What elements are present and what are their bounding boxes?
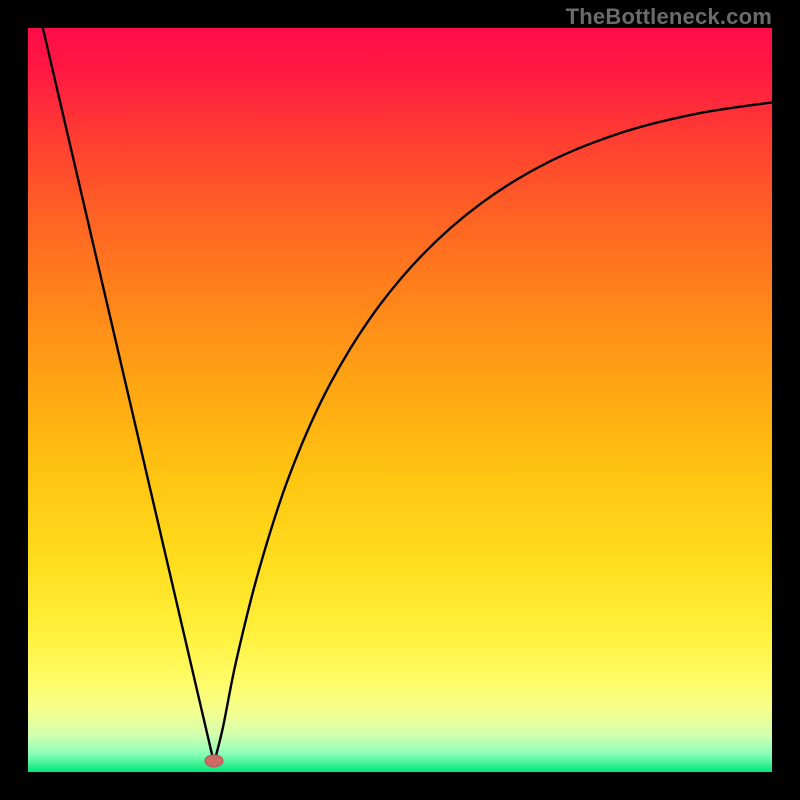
minimum-marker bbox=[205, 755, 223, 767]
bottleneck-curve bbox=[43, 28, 772, 763]
plot-area bbox=[28, 28, 772, 772]
watermark-text: TheBottleneck.com bbox=[566, 4, 772, 30]
curve-layer bbox=[28, 28, 772, 772]
